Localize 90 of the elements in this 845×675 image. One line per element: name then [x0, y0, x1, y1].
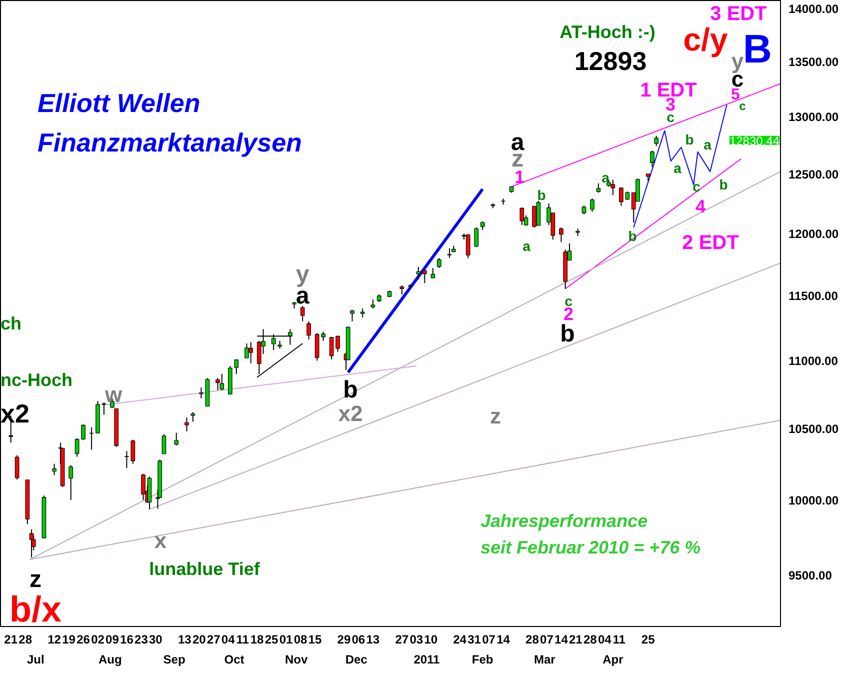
annotation: 12830.44	[729, 134, 780, 148]
annotation: 1	[514, 167, 525, 188]
x-tick-label: 07	[482, 632, 496, 646]
y-tick-label: 11000.00	[788, 354, 838, 368]
x-tick-label: 04	[598, 632, 612, 646]
annotation: 12893	[574, 46, 647, 76]
x-tick-label: 28	[583, 632, 598, 646]
annotation: Jahresperformance	[480, 510, 648, 531]
x-tick-label: 19	[62, 632, 76, 646]
y-tick-label: 9500.00	[788, 568, 832, 582]
annotation: 2 EDT	[682, 232, 739, 254]
x-tick-label: 14	[496, 632, 510, 646]
y-tick-label: 13500.00	[788, 54, 839, 69]
x-tick-label: 31	[468, 632, 482, 646]
x2-tick-label: Aug	[98, 652, 122, 666]
y-tick-label: 10000.00	[788, 493, 839, 508]
x-tick-label: 18	[250, 632, 264, 646]
annotation: z	[490, 404, 501, 429]
x-tick-label: 21	[4, 632, 18, 646]
x-tick-label: 11	[236, 632, 250, 646]
x2-tick-label: Feb	[472, 652, 494, 666]
y-tick-label: 12000.00	[788, 227, 839, 242]
annotation: seit Februar 2010 = +76 %	[480, 537, 701, 558]
annotation: x	[154, 528, 168, 553]
annotation: c	[564, 292, 573, 309]
x2-tick-label: Apr	[602, 652, 624, 666]
x-tick-label: 02	[91, 632, 105, 646]
annotation: a	[602, 170, 610, 186]
annotation: y	[731, 48, 744, 74]
annotation: b	[343, 376, 358, 404]
annotation: ch	[0, 313, 22, 334]
x-tick-label: 28	[18, 632, 32, 646]
x-tick-label: 30	[149, 632, 163, 646]
annotation: a	[704, 136, 712, 152]
x2-tick-label: 2011	[414, 652, 440, 666]
x2-tick-label: Nov	[285, 652, 308, 666]
annotation: Elliott Wellen	[38, 88, 200, 118]
x-tick-label: 26	[76, 632, 90, 646]
annotation: b	[719, 176, 728, 192]
y-tick-label: 11500.00	[788, 289, 838, 304]
x-tick-label: 09	[106, 632, 120, 646]
x-tick-label: 08	[294, 632, 308, 646]
x-tick-label: 20	[192, 632, 206, 646]
x-tick-label: 27	[395, 632, 409, 646]
annotation: x2	[0, 398, 30, 428]
annotation: Finanzmarktanalysen	[38, 127, 302, 158]
x-tick-label: 15	[308, 632, 322, 646]
annotation: B	[743, 27, 772, 72]
annotation: lunablue Tief	[149, 558, 261, 579]
x-tick-label: 11	[612, 632, 626, 646]
annotation: c	[739, 99, 746, 114]
annotation: a	[674, 160, 682, 176]
x-tick-label: 07	[540, 632, 554, 646]
x2-tick-label: Dec	[345, 652, 368, 666]
annotation: a	[522, 238, 531, 254]
x2-tick-label: Oct	[224, 652, 244, 666]
x-tick-label: 24	[453, 632, 467, 646]
x-tick-label: 27	[206, 632, 221, 646]
x-tick-label: 21	[569, 632, 583, 646]
annotation: b	[685, 131, 694, 148]
x-tick-label: 13	[178, 632, 192, 646]
x2-tick-label: Mar	[534, 652, 556, 666]
annotation: nc-Hoch	[0, 370, 72, 390]
x-tick-label: 13	[366, 632, 380, 646]
x-tick-label: 12	[48, 632, 62, 646]
x-tick-label: 25	[641, 632, 656, 646]
x2-tick-label: Sep	[163, 652, 186, 666]
x-tick-label: 28	[526, 632, 540, 646]
x-tick-label: 16	[120, 632, 134, 646]
annotation: x2	[338, 400, 363, 426]
x-tick-label: 01	[279, 632, 294, 646]
annotation: b	[560, 320, 575, 348]
annotation: c	[692, 178, 701, 194]
annotation: AT-Hoch :-)	[560, 22, 656, 42]
x2-tick-label: Jul	[27, 652, 44, 666]
x-tick-label: 25	[264, 632, 279, 646]
y-tick-label: 12500.00	[788, 167, 839, 182]
y-tick-label: 14000.00	[788, 2, 839, 16]
x-tick-label: 23	[134, 632, 148, 646]
annotation: 4	[695, 196, 706, 216]
x-tick-label: 03	[410, 632, 424, 646]
x-tick-label: 04	[221, 632, 236, 646]
y-tick-label: 13000.00	[788, 110, 839, 124]
annotation: b	[537, 187, 546, 204]
annotation: w	[104, 382, 123, 408]
y-tick-label: 10500.00	[788, 422, 839, 436]
x-tick-label: 06	[352, 632, 366, 646]
x-tick-label: 10	[424, 632, 438, 646]
x-tick-label: 14	[554, 632, 568, 646]
x-tick-label: 29	[337, 632, 351, 646]
